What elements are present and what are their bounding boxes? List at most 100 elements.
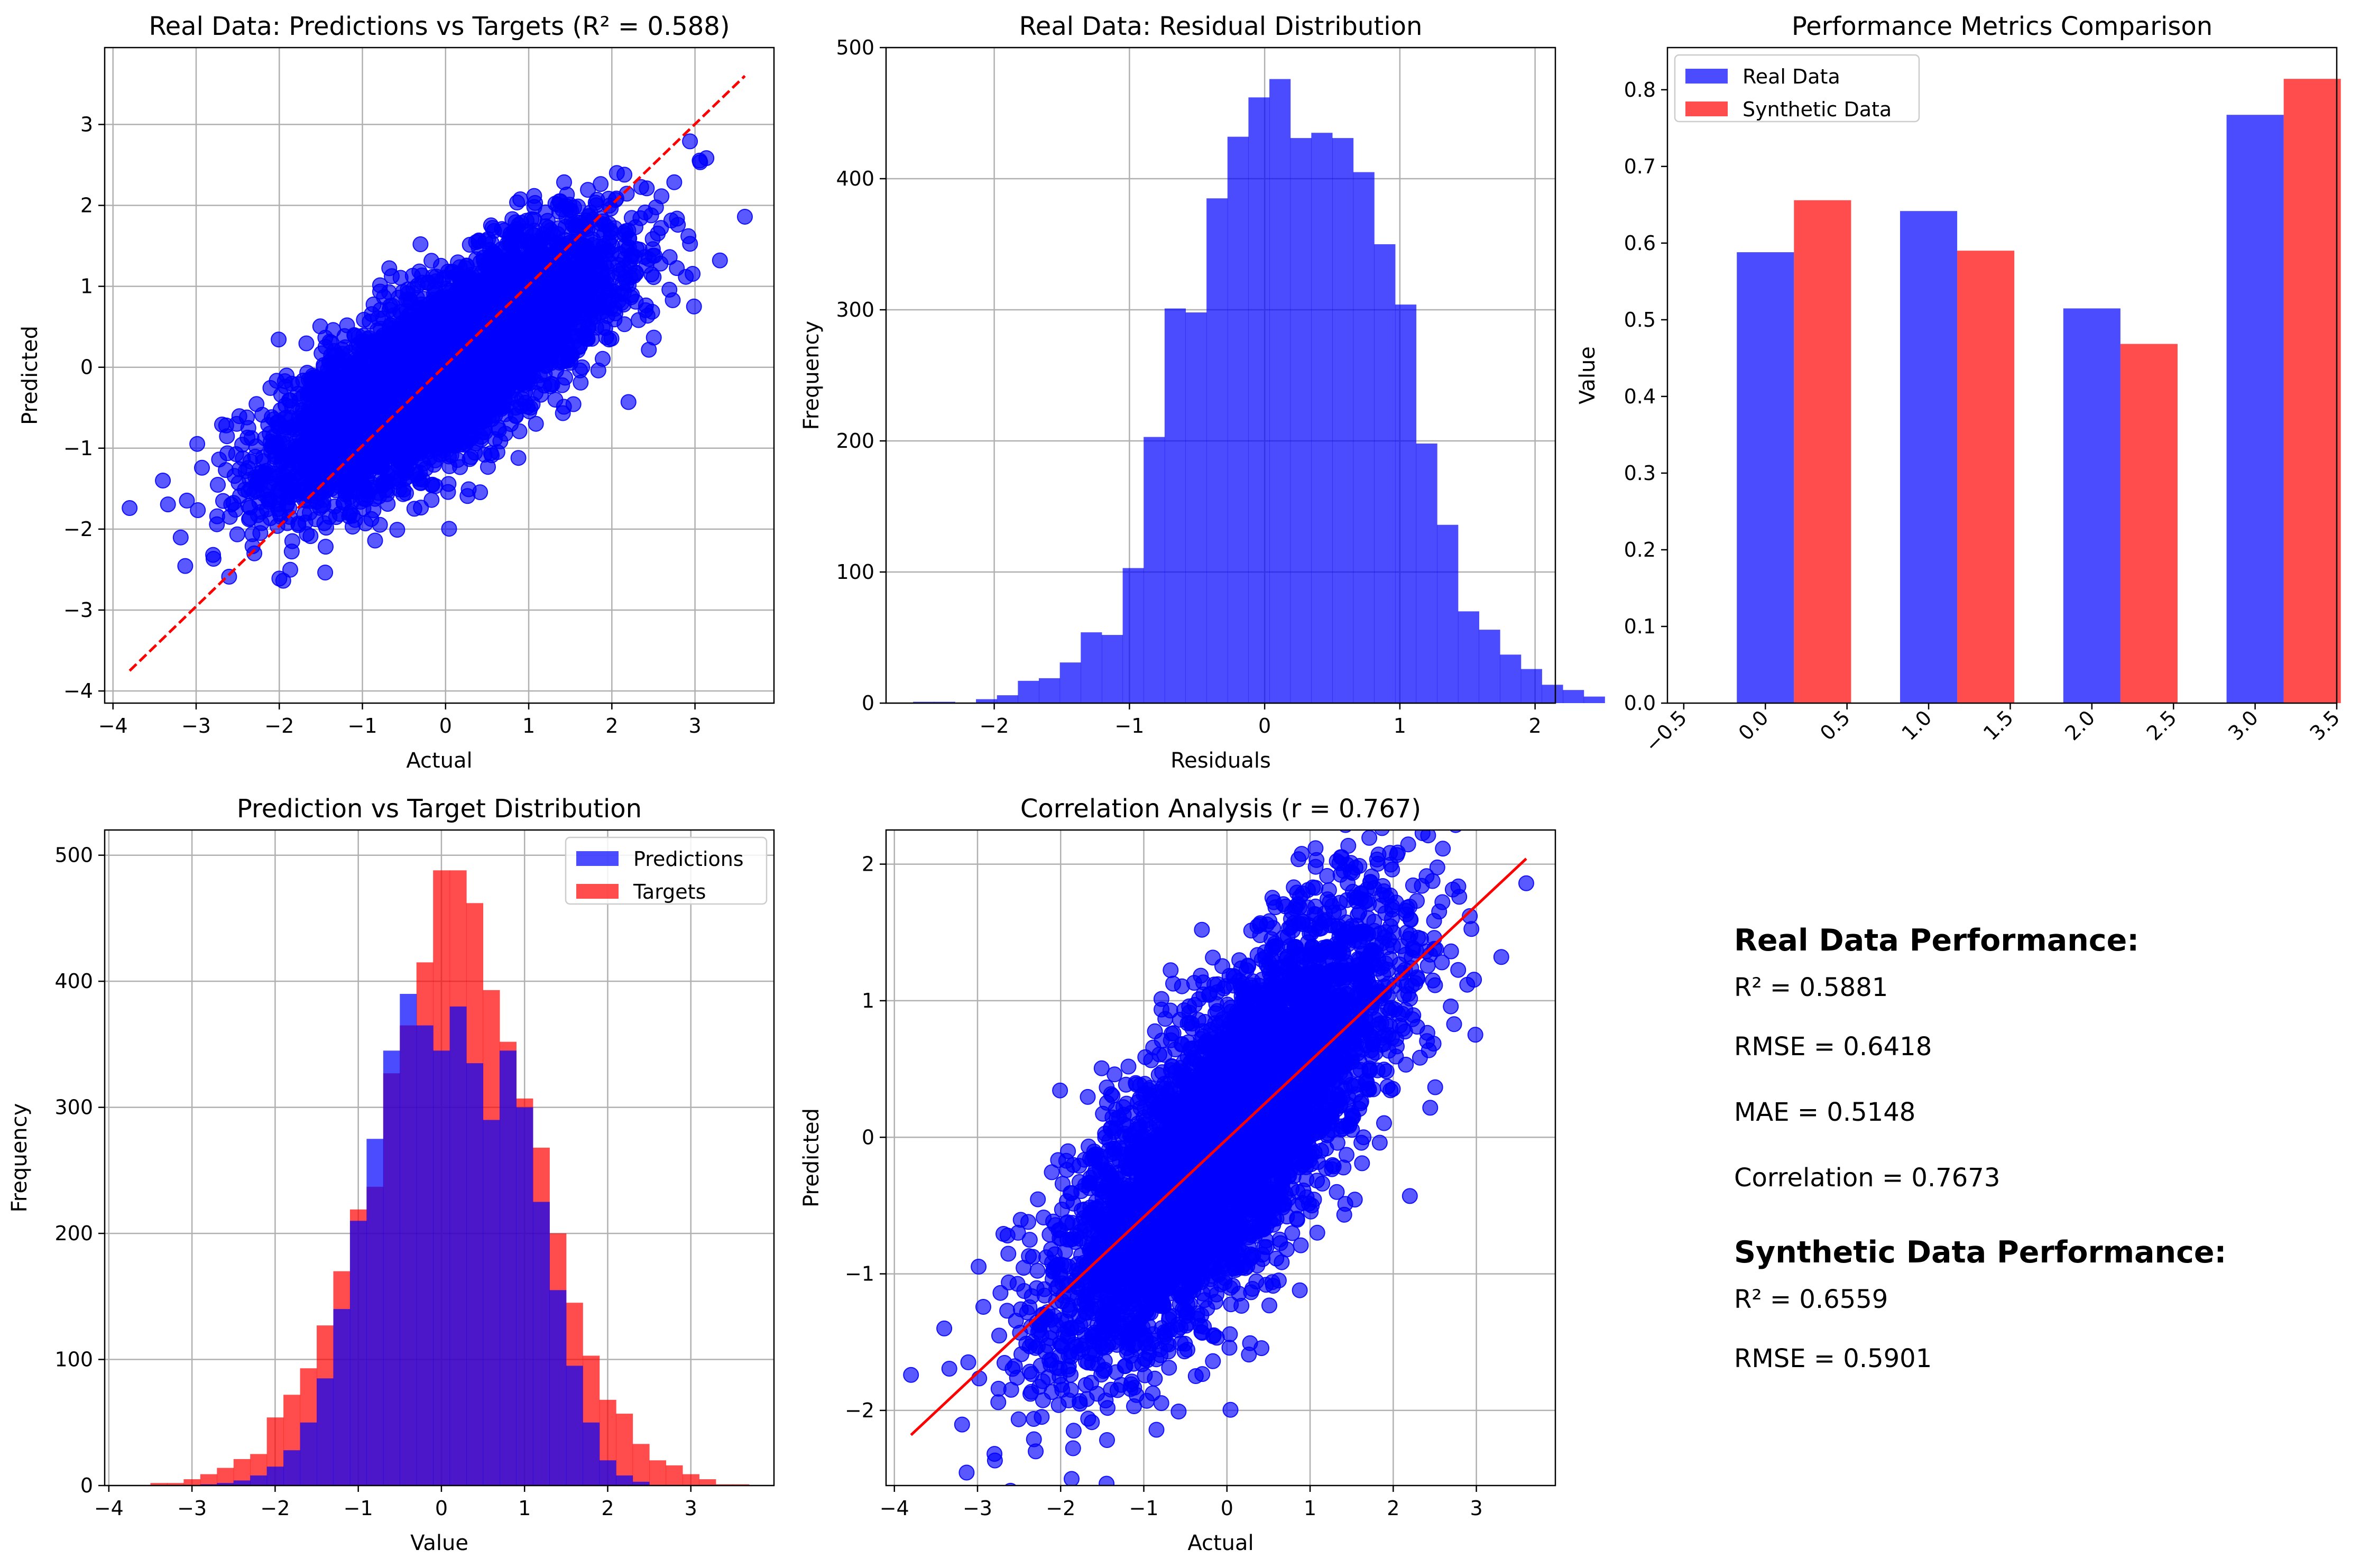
scatter-point xyxy=(282,561,298,578)
x-tick-label: 3 xyxy=(689,714,702,737)
scatter-point xyxy=(259,501,275,518)
scatter-point xyxy=(509,195,526,210)
scatter-point xyxy=(666,174,683,190)
scatter-point xyxy=(510,450,527,466)
scatter-point xyxy=(333,418,349,435)
scatter-point xyxy=(256,466,273,483)
scatter-point xyxy=(264,409,280,426)
scatter-point xyxy=(375,382,392,398)
scatter-points xyxy=(122,133,753,589)
scatter-point xyxy=(279,367,295,384)
scatter-point xyxy=(570,342,586,358)
scatter-point xyxy=(284,533,300,549)
scatter-point xyxy=(361,330,377,346)
scatter-point xyxy=(583,274,600,290)
scatter-point xyxy=(497,254,513,270)
scatter-point xyxy=(172,529,189,546)
scatter-point xyxy=(372,516,388,533)
scatter-point xyxy=(271,331,287,348)
scatter-point xyxy=(468,322,485,339)
scatter-point xyxy=(451,272,468,288)
scatter-point xyxy=(322,428,338,444)
scatter-point xyxy=(475,285,492,301)
scatter-point xyxy=(190,502,206,518)
scatter-point xyxy=(546,260,563,276)
scatter-point xyxy=(318,539,334,555)
scatter-point xyxy=(371,342,387,358)
scatter-point xyxy=(205,547,222,563)
x-tick-label: −4 xyxy=(98,714,128,737)
scatter-point xyxy=(490,391,506,408)
scatter-point xyxy=(242,453,259,469)
scatter-point xyxy=(312,318,328,335)
scatter-point xyxy=(509,232,526,248)
scatter-point xyxy=(551,204,567,220)
scatter-point xyxy=(472,484,488,501)
scatter-point xyxy=(692,152,708,169)
scatter-point xyxy=(239,409,255,426)
scatter-point xyxy=(512,360,528,376)
scatter-point xyxy=(470,364,486,380)
scatter-point xyxy=(474,272,490,288)
scatter-point xyxy=(160,496,176,513)
y-tick-label: −1 xyxy=(63,437,93,460)
scatter-point xyxy=(351,373,367,390)
scatter-point xyxy=(402,434,419,450)
scatter-point xyxy=(554,305,570,321)
y-tick-label: −3 xyxy=(63,598,93,622)
scatter-point xyxy=(639,180,655,197)
scatter-point xyxy=(669,260,685,276)
scatter-point xyxy=(333,469,349,486)
scatter-point xyxy=(209,508,225,524)
scatter-point xyxy=(575,237,591,253)
scatter-point xyxy=(287,483,303,500)
scatter-point xyxy=(221,568,237,585)
scatter-point xyxy=(334,370,350,386)
scatter-point xyxy=(389,522,405,538)
scatter-point xyxy=(682,133,698,150)
y-tick-label: −4 xyxy=(63,679,93,703)
scatter-point xyxy=(302,528,319,545)
scatter-point xyxy=(452,459,468,475)
y-tick-label: −2 xyxy=(63,518,93,541)
scatter-point xyxy=(425,344,441,360)
scatter-point xyxy=(395,451,412,468)
scatter-point xyxy=(665,292,681,308)
scatter-point xyxy=(373,432,390,448)
scatter-point xyxy=(381,260,398,276)
scatter-point xyxy=(441,521,457,537)
scatter-point xyxy=(479,404,495,421)
scatter-point xyxy=(375,327,391,344)
scatter-point xyxy=(300,386,317,403)
scatter-point xyxy=(391,481,408,497)
scatter-point xyxy=(638,302,654,318)
x-tick-label: 1 xyxy=(522,714,535,737)
scatter-point xyxy=(680,228,697,244)
scatter-point xyxy=(349,391,366,407)
scatter-point xyxy=(597,246,614,263)
scatter-point xyxy=(194,459,210,476)
scatter-point xyxy=(493,285,509,301)
scatter-point xyxy=(577,212,594,228)
scatter-point xyxy=(412,236,429,252)
scatter-point xyxy=(406,501,422,517)
scatter-point xyxy=(528,416,544,432)
scatter-point xyxy=(401,402,417,419)
scatter-point xyxy=(310,374,327,391)
y-tick-label: 3 xyxy=(80,113,93,136)
scatter-point xyxy=(623,248,640,264)
scatter-point xyxy=(598,283,615,299)
scatter-point xyxy=(570,254,586,270)
scatter-point xyxy=(463,390,479,407)
scatter-point xyxy=(397,321,413,338)
scatter-point xyxy=(446,321,462,337)
scatter-point xyxy=(325,404,342,420)
scatter-point xyxy=(616,167,633,183)
scatter-point xyxy=(344,483,360,499)
scatter-point xyxy=(637,204,653,220)
scatter-point xyxy=(443,368,459,384)
scatter-point xyxy=(234,437,251,453)
scatter-point xyxy=(511,217,527,233)
